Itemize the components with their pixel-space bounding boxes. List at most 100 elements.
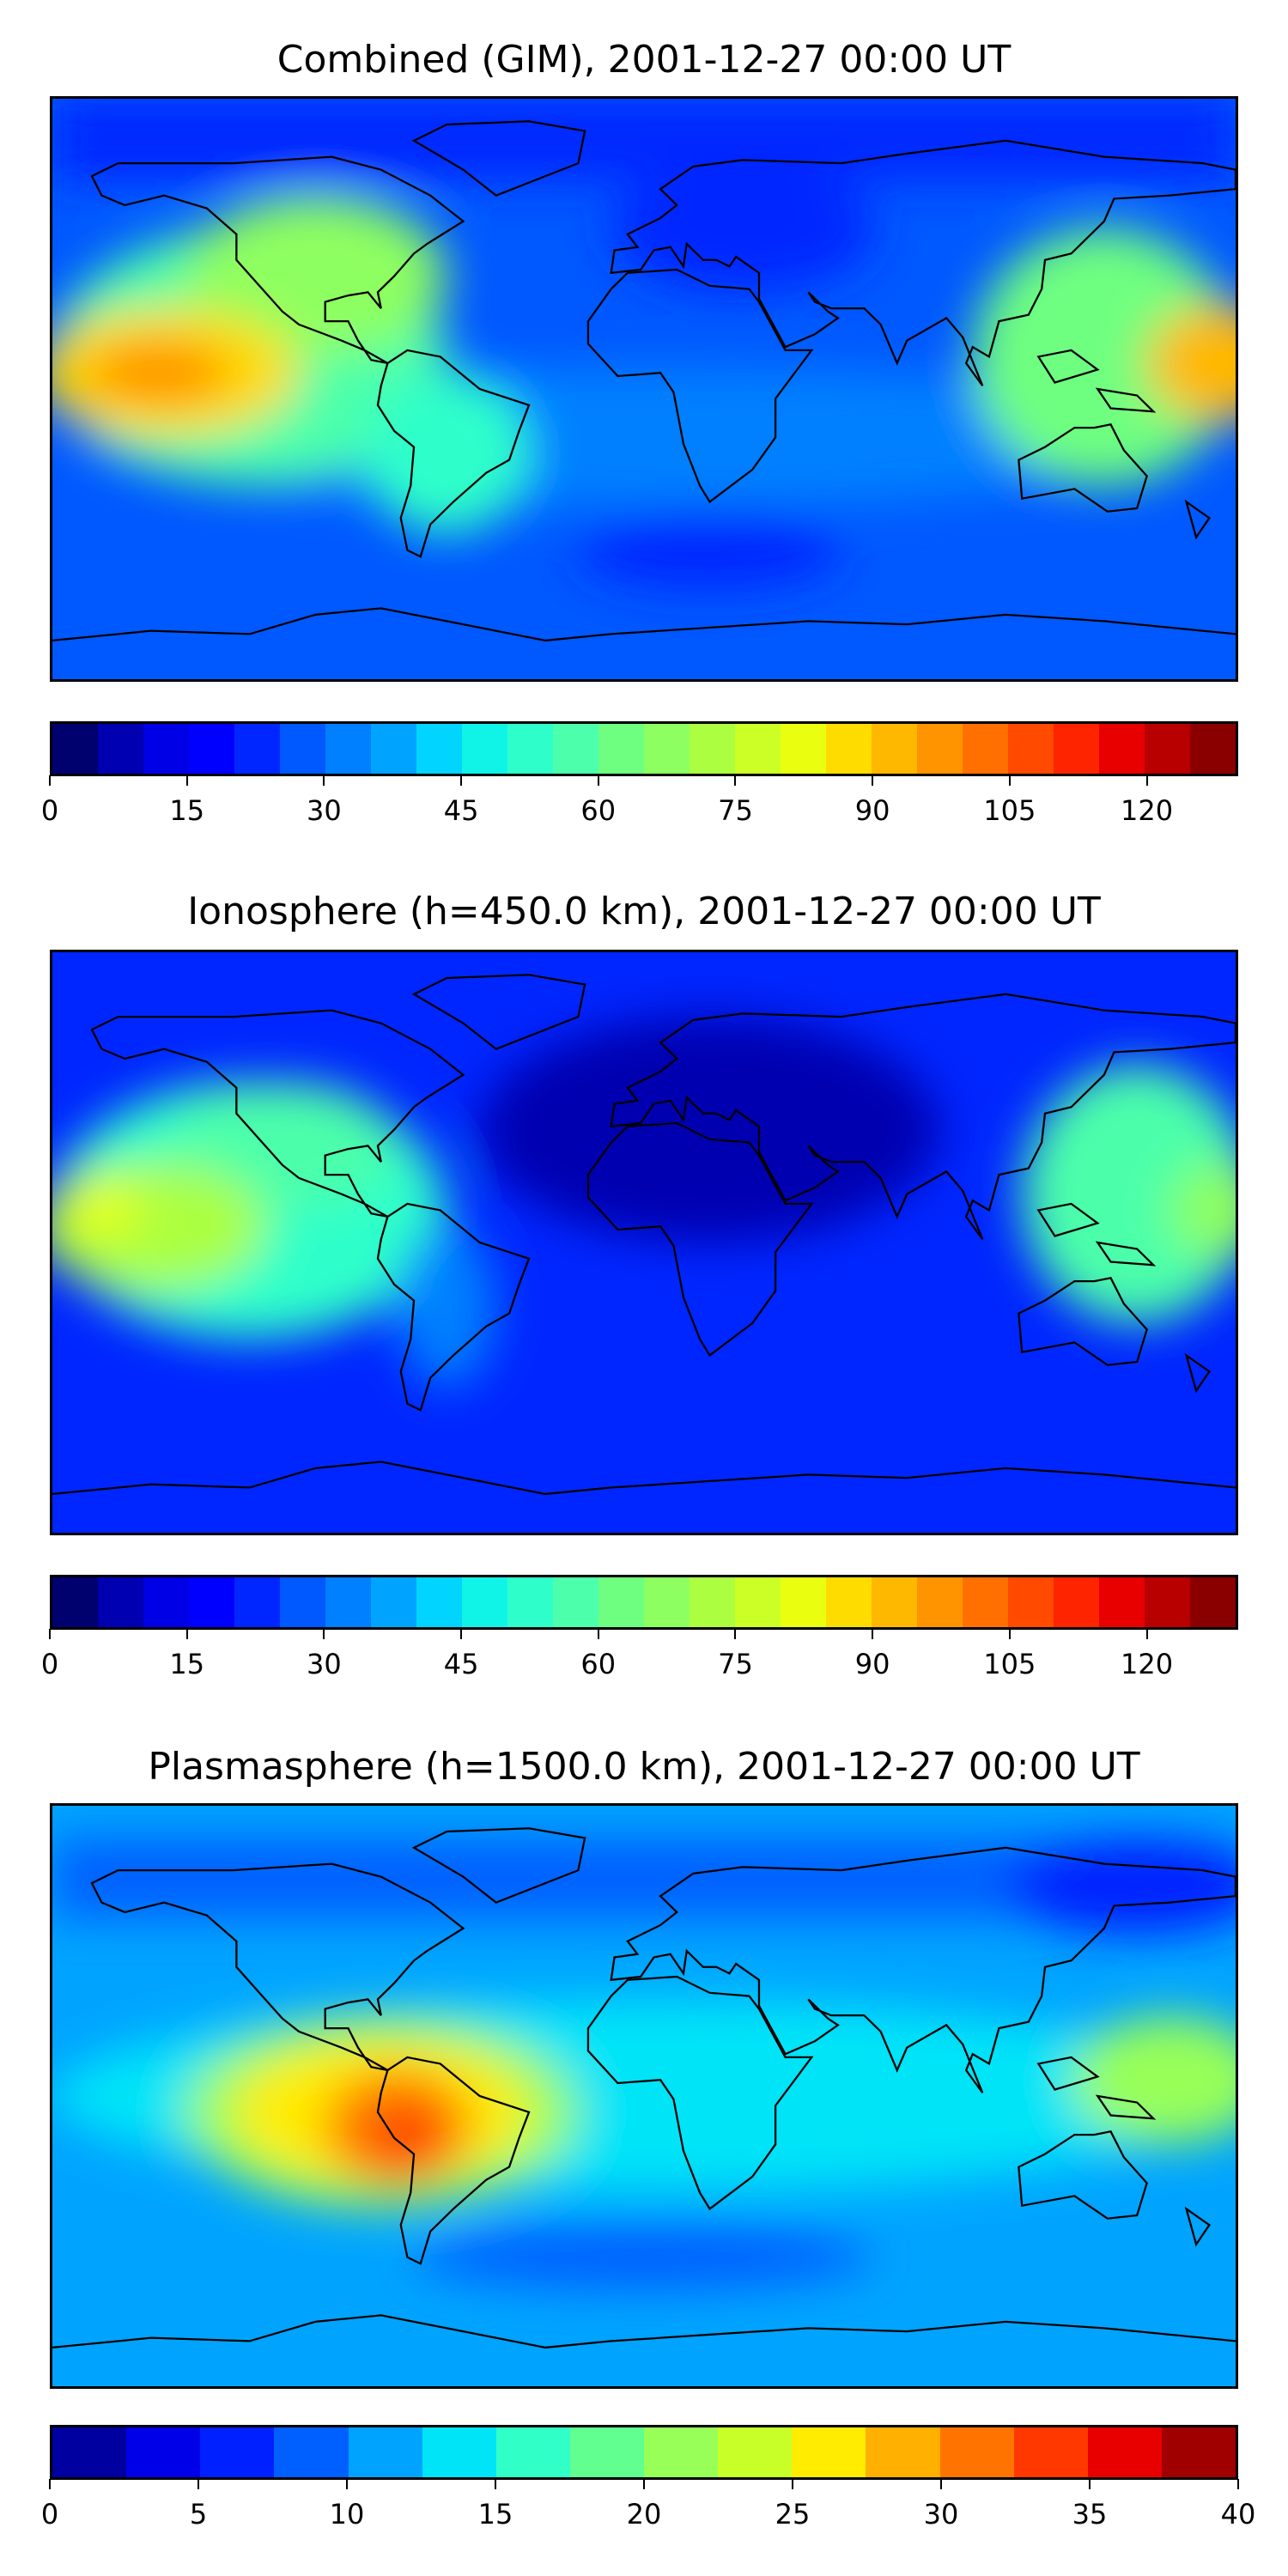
colorbar-tick-label: 0 bbox=[40, 794, 59, 827]
colorbar-tick bbox=[185, 775, 188, 786]
colorbar-segment bbox=[1145, 724, 1190, 774]
colorbar-segment bbox=[1161, 2427, 1236, 2477]
colorbar-tick-label: 75 bbox=[718, 1648, 753, 1680]
colorbar-tick bbox=[460, 775, 463, 786]
colorbar-tick bbox=[1008, 775, 1011, 786]
colorbar-tick bbox=[734, 775, 737, 786]
colorbar-tick-label: 15 bbox=[477, 2498, 513, 2530]
colorbar-tick-label: 15 bbox=[169, 794, 205, 827]
colorbar-segment bbox=[1054, 1577, 1099, 1627]
colorbar-segment bbox=[872, 1577, 917, 1627]
colorbar-segment bbox=[1190, 724, 1236, 774]
colorbar-segment bbox=[200, 2427, 275, 2477]
colorbar-tick bbox=[49, 1629, 51, 1639]
colorbar-tick-label: 45 bbox=[443, 794, 479, 827]
colorbar-tick-label: 90 bbox=[854, 794, 890, 827]
colorbar-tick bbox=[460, 1629, 463, 1639]
colorbar-segment bbox=[495, 2427, 570, 2477]
colorbar-tick bbox=[597, 775, 599, 786]
colorbar-segment bbox=[98, 724, 143, 774]
colorbar-tick-label: 75 bbox=[718, 794, 753, 827]
colorbar-ticks-combined: 0 15 30 45 60 75 90 105 120 bbox=[41, 775, 1238, 844]
colorbar-tick-label: 60 bbox=[580, 1648, 617, 1680]
colorbar-tick-label: 30 bbox=[307, 794, 342, 827]
colorbar-tick-label: 30 bbox=[307, 1648, 342, 1680]
map-combined bbox=[50, 96, 1238, 682]
colorbar-tick-label: 90 bbox=[854, 1648, 890, 1680]
colorbar-segment bbox=[781, 1577, 826, 1627]
colorbar-segment bbox=[52, 724, 98, 774]
colorbar-segment bbox=[917, 1577, 963, 1627]
colorbar-segment bbox=[325, 1577, 371, 1627]
colorbar-segment bbox=[792, 2427, 866, 2477]
colorbar-segment bbox=[1099, 724, 1145, 774]
colorbar-tick bbox=[872, 1629, 874, 1639]
colorbar-tick bbox=[346, 2479, 348, 2489]
colorbar-segment bbox=[644, 2427, 719, 2477]
colorbar-segment bbox=[52, 1577, 98, 1627]
map-plasmasphere bbox=[50, 1803, 1238, 2389]
colorbar-segment bbox=[735, 724, 781, 774]
colorbar-tick-label: 35 bbox=[1072, 2498, 1108, 2530]
colorbar-tick bbox=[1089, 2479, 1091, 2489]
colorbar-segment bbox=[462, 1577, 507, 1627]
map-ionosphere bbox=[50, 950, 1238, 1535]
colorbar-segment bbox=[507, 724, 553, 774]
colorbar-segment bbox=[598, 724, 644, 774]
colorbar-tick-label: 120 bbox=[1120, 794, 1174, 827]
colorbar-segment bbox=[735, 1577, 781, 1627]
colorbar-tick bbox=[185, 1629, 188, 1639]
colorbar-segment bbox=[644, 724, 690, 774]
colorbar-segment bbox=[826, 724, 872, 774]
colorbar-segment bbox=[325, 724, 371, 774]
colorbar-segment bbox=[274, 2427, 349, 2477]
colorbar-segment bbox=[781, 724, 826, 774]
colorbar-segment bbox=[1054, 724, 1099, 774]
colorbar-segment bbox=[690, 1577, 735, 1627]
colorbar-segment bbox=[98, 1577, 143, 1627]
colorbar-segment bbox=[939, 2427, 1014, 2477]
colorbar-segment bbox=[569, 2427, 644, 2477]
colorbar-segment bbox=[553, 1577, 598, 1627]
colorbar-tick-label: 0 bbox=[40, 2498, 59, 2530]
panel-title-combined: Combined (GIM), 2001-12-27 00:00 UT bbox=[276, 38, 1012, 82]
colorbar-segment bbox=[718, 2427, 793, 2477]
colorbar-segment bbox=[872, 724, 917, 774]
colorbar-segment bbox=[866, 2427, 940, 2477]
colorbar-tick-label: 30 bbox=[923, 2498, 959, 2530]
colorbar-segment bbox=[189, 1577, 234, 1627]
colorbar-segment bbox=[52, 2427, 127, 2477]
colorbar-segment bbox=[963, 1577, 1008, 1627]
colorbar-segment bbox=[1013, 2427, 1088, 2477]
colorbar-tick bbox=[1237, 2479, 1239, 2489]
colorbar-ticks-plasmasphere: 0 5 10 15 20 25 30 35 40 bbox=[41, 2479, 1255, 2548]
colorbar-segment bbox=[416, 1577, 462, 1627]
colorbar-segment bbox=[598, 1577, 644, 1627]
colorbar-ionosphere bbox=[50, 1575, 1238, 1630]
colorbar-tick bbox=[323, 775, 325, 786]
colorbar-tick bbox=[495, 2479, 496, 2489]
colorbar-segment bbox=[416, 724, 462, 774]
colorbar-segment bbox=[462, 724, 507, 774]
colorbar-tick bbox=[1145, 775, 1148, 786]
colorbar-tick-label: 60 bbox=[580, 794, 617, 827]
colorbar-segment bbox=[143, 1577, 189, 1627]
colorbar-plasmasphere bbox=[50, 2425, 1238, 2480]
colorbar-tick bbox=[940, 2479, 942, 2489]
colorbar-segment bbox=[126, 2427, 201, 2477]
colorbar-tick bbox=[197, 2479, 199, 2489]
colorbar-segment bbox=[280, 1577, 325, 1627]
colorbar-tick bbox=[1008, 1629, 1011, 1639]
colorbar-segment bbox=[826, 1577, 872, 1627]
colorbar-combined bbox=[50, 721, 1238, 776]
colorbar-tick bbox=[872, 775, 874, 786]
colorbar-segment bbox=[371, 1577, 416, 1627]
colorbar-tick-label: 120 bbox=[1120, 1648, 1174, 1680]
colorbar-tick-label: 20 bbox=[626, 2498, 662, 2530]
colorbar-segment bbox=[143, 724, 189, 774]
colorbar-segment bbox=[963, 724, 1008, 774]
colorbar-tick bbox=[49, 2479, 51, 2489]
colorbar-segment bbox=[1099, 1577, 1145, 1627]
colorbar-segment bbox=[553, 724, 598, 774]
colorbar-segment bbox=[1190, 1577, 1236, 1627]
